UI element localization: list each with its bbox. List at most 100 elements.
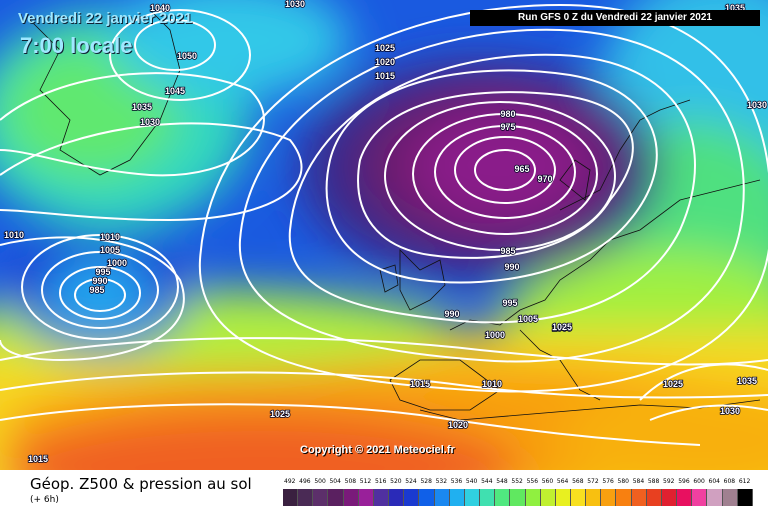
isobar-label: 1035 — [725, 3, 745, 13]
copyright: Copyright © 2021 Meteociel.fr — [300, 444, 455, 456]
scale-label: 576 — [602, 478, 614, 485]
isobar-label: 1050 — [177, 51, 197, 61]
forecast-time: 7:00 locale — [20, 33, 133, 58]
scale-cell — [646, 489, 662, 506]
forecast-map: 1040 1050 1045 1035 1030 1030 1025 1020 … — [0, 0, 768, 470]
isobar-label: 1025 — [552, 322, 572, 332]
scale-cell — [616, 489, 632, 506]
isobar-label: 1015 — [410, 379, 430, 389]
scale-cell — [419, 489, 435, 506]
scale-cell — [283, 489, 299, 506]
isobar-label: 975 — [500, 122, 515, 132]
isobar-label: 1005 — [518, 314, 538, 324]
isobar-label: 995 — [95, 267, 110, 277]
scale-cell — [737, 489, 753, 506]
scale-label: 592 — [663, 478, 675, 485]
scale-label: 612 — [738, 478, 751, 485]
scale-cell — [343, 489, 359, 506]
isobar-label: 1005 — [552, 323, 572, 333]
scale-label: 572 — [587, 478, 599, 485]
scale-cell — [495, 489, 511, 506]
scale-cell — [449, 489, 465, 506]
isobar-label: 1045 — [165, 86, 185, 96]
isobar-label: 980 — [500, 109, 515, 119]
scale-cell — [707, 489, 723, 506]
isobar-label: 1010 — [100, 232, 120, 242]
map-canvas: 1040 1050 1045 1035 1030 1030 1025 1020 … — [0, 0, 768, 470]
scale-label: 588 — [647, 478, 660, 485]
scale-label: 584 — [632, 478, 645, 485]
forecast-date: Vendredi 22 janvier 2021 — [18, 10, 193, 27]
scale-label: 568 — [572, 478, 584, 485]
isobar-label: 970 — [537, 174, 552, 184]
scale-cell — [692, 489, 708, 506]
scale-cell — [570, 489, 587, 506]
scale-cell — [540, 489, 556, 506]
isobar-label: 1010 — [482, 379, 502, 389]
scale-label: 580 — [617, 478, 629, 485]
isobars — [0, 3, 768, 446]
scale-cell — [722, 489, 738, 506]
isobar-label: 1000 — [485, 330, 505, 340]
isobar-labels: 1040 1050 1045 1035 1030 1030 1025 1020 … — [3, 0, 768, 465]
scale-label: 508 — [344, 478, 357, 485]
footer-subtitle: (+ 6h) — [30, 495, 59, 505]
scale-cell — [464, 489, 481, 506]
scale-cell — [555, 489, 571, 506]
scale-label: 608 — [723, 478, 736, 485]
scale-label: 596 — [678, 478, 690, 485]
scale-label: 556 — [526, 478, 539, 485]
footer-title: Géop. Z500 & pression au sol — [30, 475, 252, 493]
scale-label: 532 — [435, 478, 448, 485]
scale-label: 528 — [420, 478, 432, 485]
scale-label: 564 — [556, 478, 569, 485]
scale-label: 504 — [329, 478, 341, 485]
isobar-label: 1030 — [285, 0, 305, 9]
isobar-label: 985 — [500, 246, 515, 256]
isobar-label: 990 — [444, 309, 459, 319]
scale-label: 512 — [359, 478, 372, 485]
scale-cell — [373, 489, 390, 506]
isobar-label: 1000 — [107, 258, 127, 268]
isobar-label: 1005 — [100, 245, 120, 255]
scale-cell — [358, 489, 374, 506]
isobar-label: 1035 — [737, 376, 757, 386]
scale-label: 544 — [481, 478, 493, 485]
isobar-label: 1030 — [140, 117, 160, 127]
scale-label: 516 — [374, 478, 387, 485]
isobar-label: 1025 — [375, 43, 395, 53]
scale-label: 500 — [314, 478, 326, 485]
run-info: Run GFS 0 Z du Vendredi 22 janvier 2021 — [470, 10, 760, 26]
scale-cell — [601, 489, 617, 506]
isobar-label: 1020 — [448, 420, 468, 430]
scale-cell — [298, 489, 314, 506]
isobar-label: 1025 — [663, 379, 683, 389]
scale-label: 540 — [465, 478, 478, 485]
isobar-label: 995 — [502, 298, 517, 308]
scale-cell — [677, 489, 693, 506]
isobar-label: 1020 — [375, 57, 395, 67]
scale-label: 496 — [299, 478, 311, 485]
isobar-label: 1015 — [28, 454, 48, 464]
isobar-label: 965 — [514, 164, 529, 174]
scale-cell — [525, 489, 541, 506]
scale-label: 524 — [405, 478, 417, 485]
scale-cell — [404, 489, 420, 506]
scale-cell — [328, 489, 344, 506]
scale-cell — [661, 489, 678, 506]
color-scale-cells — [283, 489, 753, 506]
scale-label: 548 — [496, 478, 508, 485]
scale-cell — [313, 489, 329, 506]
isobar-label: 1010 — [4, 230, 24, 240]
scale-cell — [631, 489, 647, 506]
scale-label: 552 — [511, 478, 523, 485]
isobar-label: 1030 — [747, 100, 767, 110]
scale-cell — [480, 489, 496, 506]
scale-cell — [510, 489, 526, 506]
scale-label: 492 — [284, 478, 296, 485]
isobar-label: 1040 — [150, 3, 170, 13]
scale-label: 560 — [541, 478, 554, 485]
scale-cell — [389, 489, 405, 506]
isobar-label: 990 — [504, 262, 519, 272]
color-scale-labels: 492 496 500 504 508 512 516 520 524 528 532 536 540 5… — [283, 478, 753, 488]
